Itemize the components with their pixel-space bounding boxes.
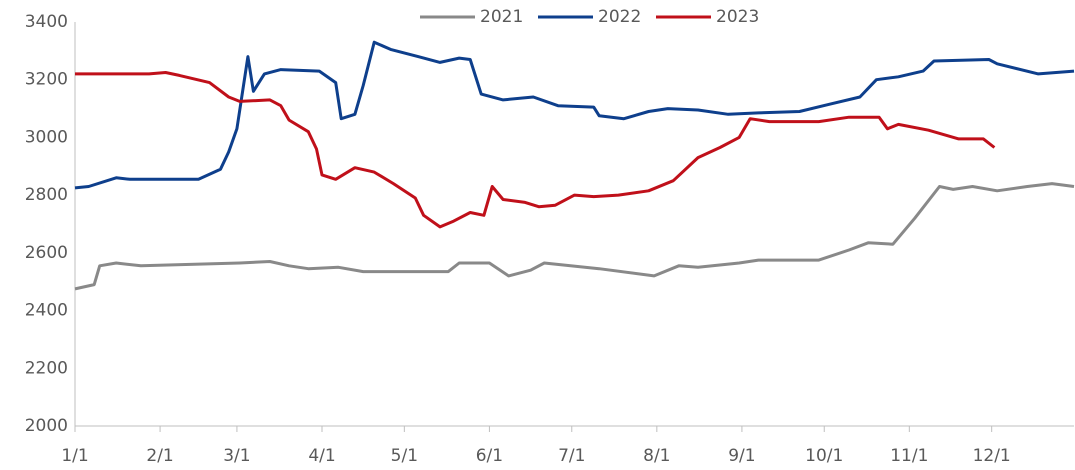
y-tick-label: 2800 (25, 185, 68, 205)
y-tick-label: 2400 (25, 301, 68, 321)
x-tick-label: 9/1 (728, 446, 755, 466)
x-tick-label: 1/1 (61, 446, 88, 466)
x-tick-label: 11/1 (890, 446, 928, 466)
y-tick-label: 2200 (25, 358, 68, 378)
x-tick-label: 10/1 (805, 446, 843, 466)
x-tick-label: 8/1 (643, 446, 670, 466)
y-tick-label: 3200 (25, 70, 68, 90)
legend-label: 2023 (716, 7, 759, 27)
y-tick-label: 3400 (25, 12, 68, 32)
x-tick-label: 7/1 (558, 446, 585, 466)
series-line (74, 182, 1075, 291)
x-tick-label: 6/1 (476, 446, 503, 466)
legend-label: 2021 (480, 7, 523, 27)
series-line (75, 71, 996, 229)
x-tick-label: 3/1 (223, 446, 250, 466)
legend-label: 2022 (598, 7, 641, 27)
y-tick-label: 2600 (25, 243, 68, 263)
x-tick-label: 2/1 (146, 446, 173, 466)
x-tick-label: 12/1 (973, 446, 1011, 466)
x-tick-label: 5/1 (391, 446, 418, 466)
y-tick-label: 2000 (25, 416, 68, 436)
series-line (74, 40, 1075, 190)
y-tick-label: 3000 (25, 127, 68, 147)
x-tick-label: 4/1 (308, 446, 335, 466)
